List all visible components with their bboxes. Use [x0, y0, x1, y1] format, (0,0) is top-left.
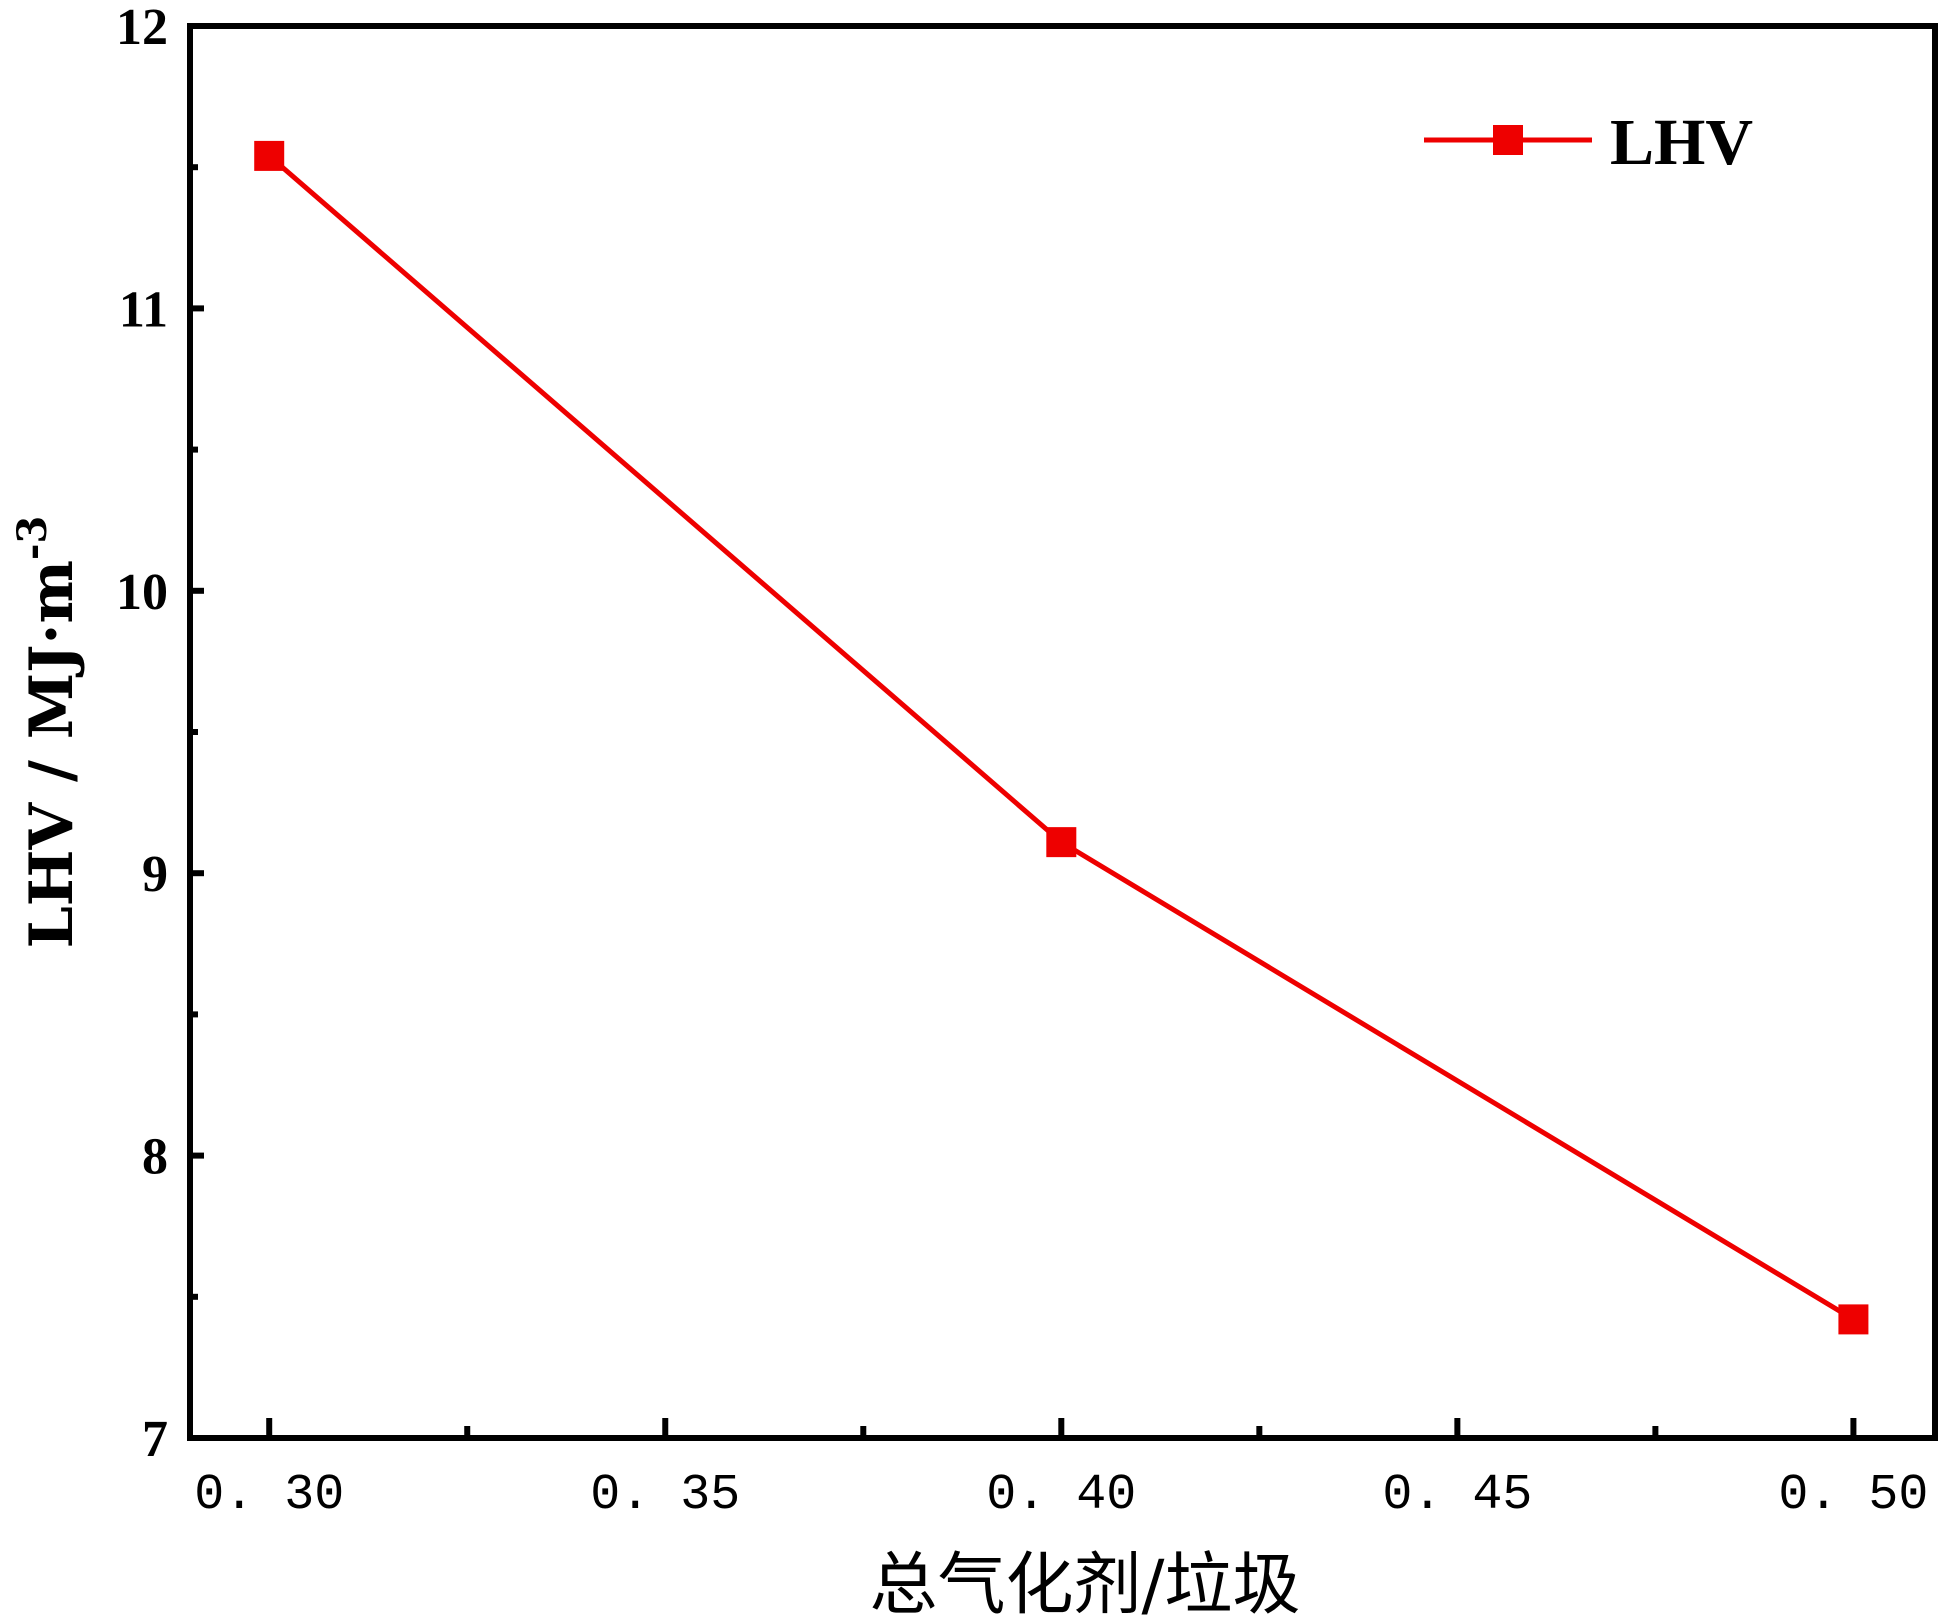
y-axis-title-superscript: -3 [9, 516, 56, 560]
series-line [267, 154, 1855, 1322]
x-tick-label: 0. 35 [590, 1467, 740, 1524]
y-tick-label: 8 [142, 1129, 168, 1186]
legend-marker [1493, 125, 1523, 155]
x-axis-title: 总气化剂/垃圾 [870, 1546, 1301, 1622]
data-point-marker [254, 140, 285, 171]
x-tick-label: 0. 40 [986, 1467, 1136, 1524]
x-tick-label: 0. 50 [1778, 1467, 1928, 1524]
y-tick-label: 7 [142, 1411, 168, 1468]
y-axis-title: LHV / MJ·m-3 [9, 516, 87, 949]
y-tick-labels: 7 8 9 10 11 12 [116, 0, 168, 1468]
series-lhv [254, 140, 1869, 1335]
x-tick-label: 0. 45 [1382, 1467, 1532, 1524]
data-point-marker [1046, 827, 1077, 858]
plot-frame [187, 23, 1938, 1441]
legend: LHV [1424, 106, 1753, 179]
y-tick-label: 9 [142, 846, 168, 903]
x-tick-label: 0. 30 [194, 1467, 344, 1524]
y-tick-label: 11 [119, 281, 168, 338]
x-tick-labels: 0. 30 0. 35 0. 40 0. 45 0. 50 [194, 1467, 1928, 1524]
y-tick-label: 10 [116, 564, 168, 621]
y-tick-label: 12 [116, 0, 168, 56]
axis-ticks [190, 23, 1857, 1441]
data-point-marker [1838, 1304, 1869, 1335]
y-axis-title-main: LHV / MJ·m [17, 560, 87, 948]
legend-label: LHV [1610, 106, 1753, 179]
